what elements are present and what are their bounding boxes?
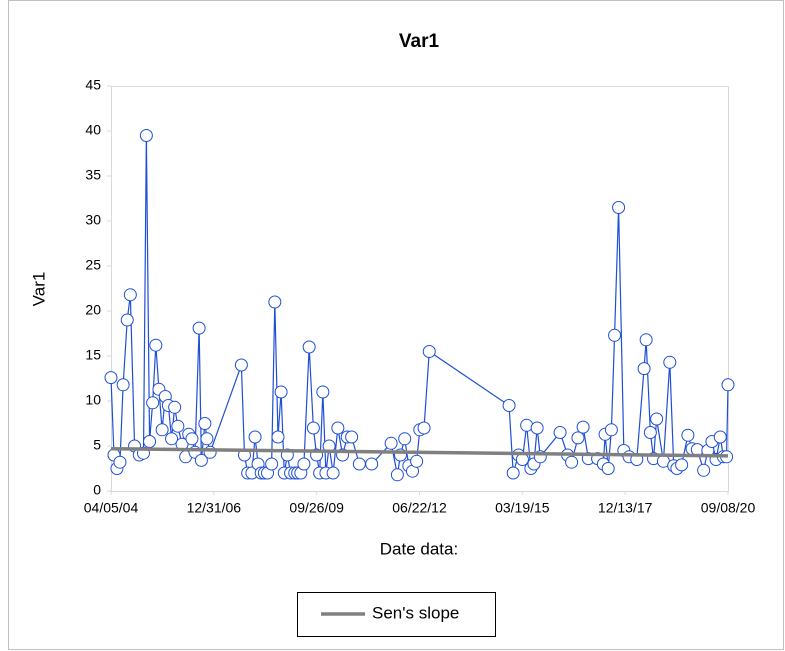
y-tick-label: 10 bbox=[85, 392, 101, 408]
data-point bbox=[422, 345, 436, 358]
data-point bbox=[506, 466, 520, 480]
x-tick-label: 03/19/15 bbox=[495, 500, 550, 516]
data-point bbox=[502, 399, 516, 412]
data-point bbox=[565, 455, 579, 469]
data-point bbox=[123, 288, 137, 302]
data-point bbox=[639, 333, 653, 347]
data-point bbox=[234, 358, 248, 372]
chart-border bbox=[8, 0, 784, 650]
y-tick-label: 30 bbox=[85, 212, 101, 228]
data-point bbox=[104, 371, 118, 385]
y-tick-label: 20 bbox=[85, 302, 101, 318]
x-tick-label: 12/31/06 bbox=[187, 500, 242, 516]
data-point bbox=[271, 430, 285, 444]
data-point bbox=[316, 385, 330, 399]
legend-label: Sen's slope bbox=[372, 603, 459, 622]
data-point bbox=[608, 328, 622, 342]
data-point bbox=[721, 378, 735, 392]
data-point bbox=[571, 431, 585, 445]
data-point bbox=[302, 340, 316, 354]
y-tick-label: 25 bbox=[85, 257, 101, 273]
data-point bbox=[165, 432, 179, 446]
data-point bbox=[675, 458, 689, 472]
data-point bbox=[345, 430, 359, 444]
x-tick-label: 12/13/17 bbox=[598, 500, 653, 516]
data-point bbox=[155, 423, 169, 437]
data-point bbox=[297, 457, 311, 471]
data-point bbox=[384, 436, 398, 450]
data-point bbox=[149, 338, 163, 352]
data-point bbox=[576, 420, 590, 434]
x-axis-label: Date data: bbox=[380, 539, 458, 558]
data-point bbox=[331, 421, 345, 435]
data-point bbox=[390, 468, 404, 482]
data-point bbox=[681, 428, 695, 442]
data-point bbox=[306, 421, 320, 435]
data-point bbox=[143, 435, 157, 448]
data-point bbox=[643, 426, 657, 439]
y-tick-label: 35 bbox=[85, 167, 101, 183]
data-point bbox=[663, 355, 677, 369]
data-point bbox=[192, 321, 206, 335]
data-point bbox=[601, 462, 615, 475]
data-point bbox=[417, 421, 431, 435]
x-tick-label: 06/22/12 bbox=[392, 500, 447, 516]
data-point bbox=[200, 432, 214, 446]
y-tick-label: 45 bbox=[85, 77, 101, 93]
data-point bbox=[274, 385, 288, 399]
data-point bbox=[713, 430, 727, 444]
data-point bbox=[248, 430, 262, 444]
y-tick-label: 0 bbox=[93, 482, 101, 498]
data-point bbox=[113, 455, 127, 469]
y-tick-label: 15 bbox=[85, 347, 101, 363]
data-point bbox=[120, 313, 134, 327]
y-tick-label: 5 bbox=[93, 437, 101, 453]
data-point bbox=[410, 454, 424, 468]
data-point bbox=[604, 423, 618, 437]
data-point bbox=[398, 432, 412, 446]
trend-line bbox=[110, 446, 729, 458]
data-point bbox=[268, 295, 282, 309]
y-tick-label: 40 bbox=[85, 122, 101, 138]
data-point bbox=[168, 400, 182, 414]
data-point bbox=[194, 453, 208, 467]
data-point bbox=[116, 378, 130, 392]
data-point bbox=[650, 412, 664, 426]
x-tick-label: 04/05/04 bbox=[84, 500, 139, 516]
data-point bbox=[326, 466, 340, 480]
data-point bbox=[146, 396, 160, 410]
data-point bbox=[185, 432, 199, 446]
data-point bbox=[171, 419, 185, 433]
x-tick-label: 09/08/20 bbox=[701, 500, 756, 516]
data-point bbox=[553, 426, 567, 439]
data-point bbox=[352, 457, 366, 471]
data-point bbox=[637, 362, 651, 376]
data-point bbox=[612, 201, 626, 214]
x-tick-label: 09/26/09 bbox=[289, 500, 344, 516]
data-point bbox=[530, 421, 544, 435]
chart-title: Var1 bbox=[399, 31, 440, 52]
data-point bbox=[198, 417, 212, 430]
data-point bbox=[697, 463, 711, 477]
data-point bbox=[365, 457, 379, 471]
y-axis-label: Var1 bbox=[29, 272, 48, 307]
data-point bbox=[265, 457, 279, 471]
data-point bbox=[139, 129, 153, 142]
